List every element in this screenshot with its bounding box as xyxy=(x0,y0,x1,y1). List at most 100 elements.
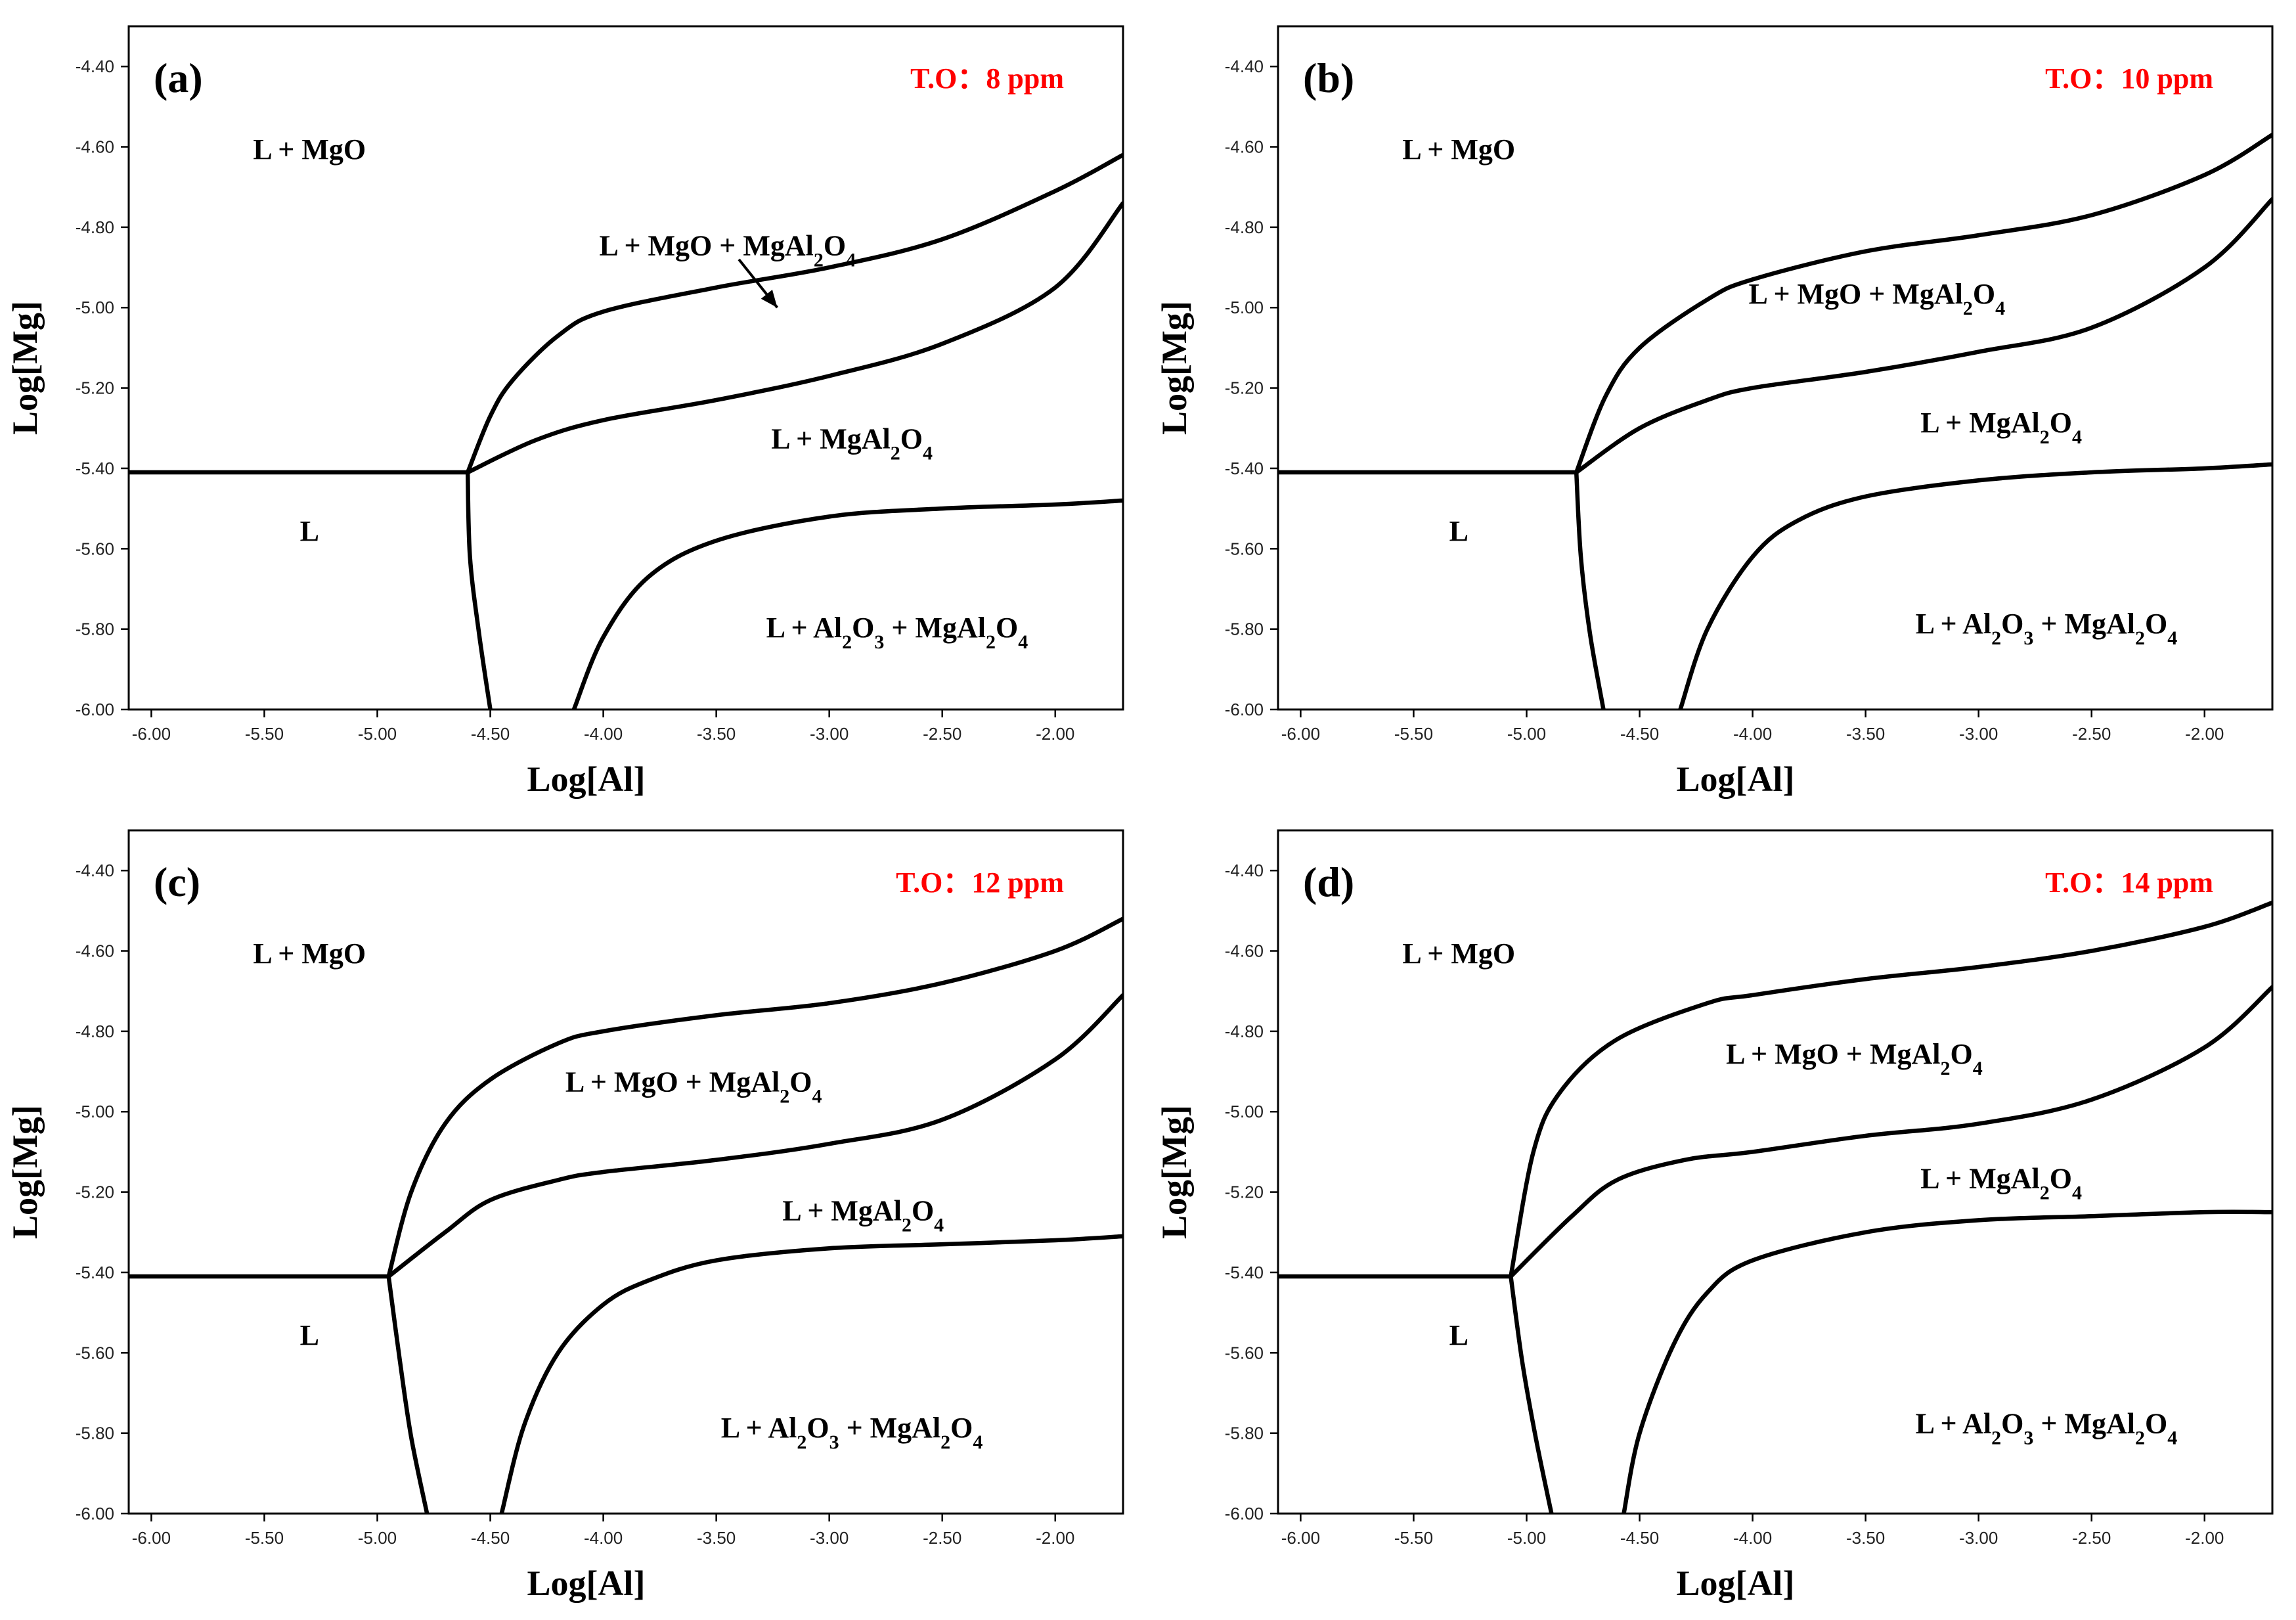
y-tick-label: -5.20 xyxy=(76,1182,114,1202)
phase-boundary-line xyxy=(465,152,1123,475)
y-tick-label: -5.60 xyxy=(76,539,114,558)
x-tick-label: -3.50 xyxy=(1846,1528,1885,1548)
x-tick-label: -3.50 xyxy=(697,1528,736,1548)
phase-region-label: L + MgAl2O4 xyxy=(782,1194,944,1236)
y-tick-label: -5.40 xyxy=(1225,459,1264,478)
phase-boundary-line xyxy=(1509,985,2272,1279)
phase-region-label: L xyxy=(1449,515,1468,547)
x-tick-label: -4.50 xyxy=(471,1528,510,1548)
x-tick-label: -5.00 xyxy=(358,724,397,744)
x-tick-label: -5.00 xyxy=(1507,1528,1546,1548)
total-oxygen-label: T.O：12 ppm xyxy=(896,866,1064,899)
y-tick-label: -4.80 xyxy=(76,217,114,237)
x-tick-label: -6.00 xyxy=(1281,1528,1320,1548)
phase-region-label: L + MgO + MgAl2O4 xyxy=(600,230,856,271)
y-tick-label: -5.00 xyxy=(1225,298,1264,317)
phase-boundary-line xyxy=(386,916,1123,1279)
y-tick-label: -4.80 xyxy=(1225,1022,1264,1041)
phase-region-label: L + MgO xyxy=(253,937,366,970)
y-tick-label: -4.40 xyxy=(76,56,114,76)
y-tick-label: -4.60 xyxy=(1225,941,1264,961)
phase-boundary-line xyxy=(465,470,493,709)
x-tick-label: -4.50 xyxy=(471,724,510,744)
phase-region-label: L + MgO xyxy=(1402,937,1515,970)
x-tick-label: -2.50 xyxy=(2072,724,2111,744)
x-axis-label: Log[Al] xyxy=(527,759,645,799)
phase-region-label: L + Al2O3 + MgAl2O4 xyxy=(1916,1408,2178,1449)
x-tick-label: -4.50 xyxy=(1620,724,1659,744)
x-tick-label: -2.00 xyxy=(2185,1528,2224,1548)
x-tick-label: -2.00 xyxy=(1036,1528,1074,1548)
x-tick-label: -3.50 xyxy=(1846,724,1885,744)
x-tick-label: -5.50 xyxy=(1394,724,1433,744)
x-tick-label: -2.50 xyxy=(923,1528,961,1548)
plot-frame xyxy=(1277,829,2274,1515)
phase-boundary-line xyxy=(1509,900,2272,1279)
phase-region-label: L + Al2O3 + MgAl2O4 xyxy=(1916,608,2178,649)
y-tick-label: -5.80 xyxy=(1225,1424,1264,1443)
x-tick-label: -3.00 xyxy=(1959,724,1998,744)
y-tick-label: -5.20 xyxy=(76,378,114,398)
x-tick-label: -5.50 xyxy=(245,724,284,744)
y-tick-label: -5.00 xyxy=(1225,1102,1264,1121)
x-tick-label: -4.00 xyxy=(584,724,623,744)
x-tick-label: -3.00 xyxy=(1959,1528,1998,1548)
x-tick-label: -4.00 xyxy=(584,1528,623,1548)
y-axis-label: Log[Mg] xyxy=(1155,301,1194,435)
x-tick-label: -3.50 xyxy=(697,724,736,744)
y-axis-label: Log[Mg] xyxy=(5,1105,45,1239)
phase-region-label: L + MgO + MgAl2O4 xyxy=(1749,278,2006,319)
phase-region-label: L xyxy=(300,1319,319,1351)
panel-d: -6.00 -5.50 -5.00 -4.50 -4.00 -3.50 -3.00 -2.50… xyxy=(1155,829,2274,1603)
x-tick-label: -5.50 xyxy=(1394,1528,1433,1548)
plot-frame xyxy=(127,829,1124,1515)
y-tick-label: -5.80 xyxy=(1225,619,1264,639)
phase-boundary-line xyxy=(1574,470,1606,709)
y-tick-label: -4.40 xyxy=(1225,861,1264,880)
x-tick-label: -4.00 xyxy=(1733,724,1772,744)
x-tick-label: -6.00 xyxy=(132,1528,171,1548)
phase-boundary-line xyxy=(1574,196,2272,475)
x-axis-label: Log[Al] xyxy=(1676,1564,1794,1603)
y-tick-label: -4.80 xyxy=(1225,217,1264,237)
phase-boundary-line xyxy=(499,1234,1123,1514)
plot-frame xyxy=(1277,25,2274,711)
phase-boundary-line xyxy=(1678,462,2272,709)
panel-label: (c) xyxy=(154,859,200,905)
y-tick-label: -5.40 xyxy=(76,1263,114,1282)
y-tick-label: -5.00 xyxy=(76,298,114,317)
y-tick-label: -5.60 xyxy=(1225,539,1264,558)
y-tick-label: -5.20 xyxy=(1225,1182,1264,1202)
x-tick-label: -5.00 xyxy=(1507,724,1546,744)
y-tick-label: -6.00 xyxy=(76,700,114,719)
x-tick-label: -3.00 xyxy=(810,724,849,744)
x-tick-label: -2.50 xyxy=(923,724,961,744)
y-tick-label: -6.00 xyxy=(1225,700,1264,719)
phase-boundary-line xyxy=(386,993,1123,1279)
phase-region-label: L + MgO xyxy=(253,133,366,166)
y-tick-label: -4.40 xyxy=(1225,56,1264,76)
y-tick-label: -4.80 xyxy=(76,1022,114,1041)
phase-region-label: L + MgO + MgAl2O4 xyxy=(1726,1038,1983,1079)
pointer-arrow-head xyxy=(761,290,778,308)
phase-boundary-line xyxy=(571,498,1123,709)
y-tick-label: -4.60 xyxy=(76,137,114,157)
total-oxygen-label: T.O：10 ppm xyxy=(2045,62,2213,95)
y-tick-label: -5.80 xyxy=(76,619,114,639)
x-tick-label: -6.00 xyxy=(1281,724,1320,744)
phase-region-label: L + MgO + MgAl2O4 xyxy=(565,1066,822,1108)
x-tick-label: -2.50 xyxy=(2072,1528,2111,1548)
panel-c: -6.00 -5.50 -5.00 -4.50 -4.00 -3.50 -3.00 -2.50… xyxy=(5,829,1124,1603)
x-tick-label: -5.00 xyxy=(358,1528,397,1548)
x-axis-label: Log[Al] xyxy=(1676,759,1794,799)
panel-label: (b) xyxy=(1303,55,1354,101)
y-tick-label: -4.60 xyxy=(76,941,114,961)
x-tick-label: -4.00 xyxy=(1733,1528,1772,1548)
total-oxygen-label: T.O：14 ppm xyxy=(2045,866,2213,899)
y-tick-label: -6.00 xyxy=(76,1504,114,1523)
y-tick-label: -5.40 xyxy=(76,459,114,478)
y-axis-label: Log[Mg] xyxy=(1155,1105,1194,1239)
total-oxygen-label: T.O：8 ppm xyxy=(910,62,1064,95)
x-tick-label: -2.00 xyxy=(2185,724,2224,744)
phase-region-label: L + MgO xyxy=(1402,133,1515,166)
